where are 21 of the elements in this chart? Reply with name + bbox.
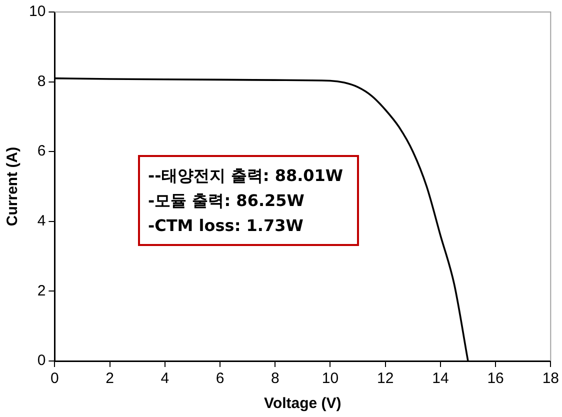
y-tick-label: 8 [37,72,46,90]
x-tick-label: 4 [160,370,170,388]
x-tick-label: 0 [50,370,59,388]
y-axis-title: Current (A) [4,146,22,226]
y-tick-label: 0 [37,352,46,370]
x-tick-label: 6 [216,370,224,388]
annotation: -모듈 출력: 86.25W [148,190,306,212]
annotation: -CTM loss: 1.73W [148,215,304,237]
x-tick-label: 2 [106,370,114,388]
y-tick-label: 2 [37,282,46,300]
x-tick-label: 8 [270,370,280,388]
y-tick-label: 10 [28,3,46,20]
y-tick-label: 6 [37,142,46,160]
x-tick-label: 16 [487,370,504,388]
y-tick-label: 4 [37,212,46,230]
x-tick-label: 18 [542,370,559,388]
x-tick-label: 14 [432,370,449,388]
x-tick-label: 12 [376,370,394,388]
x-tick-label: 10 [322,370,339,388]
x-axis-title: Voltage (V) [264,395,342,412]
annotation: --태양전지 출력: 88.01W [148,165,344,187]
